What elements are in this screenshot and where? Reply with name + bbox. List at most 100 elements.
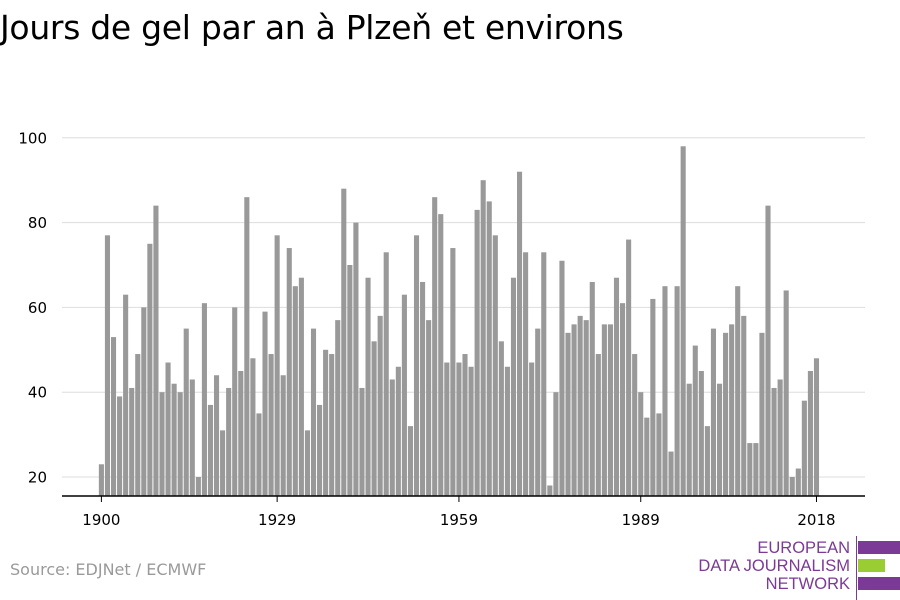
bar-1999	[698, 371, 704, 496]
bar-1914	[183, 328, 189, 496]
bar-1950	[401, 294, 407, 496]
x-tick-label: 1989	[622, 511, 660, 529]
edjnet-logo: EUROPEAN DATA JOURNALISM NETWORK	[680, 536, 900, 600]
bar-1979	[577, 315, 583, 496]
bar-1904	[123, 294, 129, 496]
bar-1968	[510, 277, 517, 496]
bar-1982	[595, 354, 601, 496]
bar-1955	[432, 197, 438, 496]
bar-1921	[226, 387, 232, 496]
bar-1933	[298, 277, 304, 496]
y-tick-label: 40	[28, 384, 47, 402]
logo-line-1: EUROPEAN	[757, 539, 850, 557]
logo-line-2: DATA JOURNALISM	[698, 557, 850, 575]
bar-1997	[686, 383, 692, 496]
bar-1963	[480, 180, 486, 496]
y-tick-label: 60	[28, 299, 47, 317]
bar-1988	[632, 354, 638, 496]
bar-1951	[407, 426, 414, 496]
bar-1946	[377, 315, 383, 496]
bar-1908	[147, 243, 153, 496]
bar-1964	[486, 201, 492, 496]
bar-1945	[371, 341, 377, 496]
bar-1920	[220, 430, 226, 496]
bar-1953	[420, 281, 426, 496]
x-tick-label: 2018	[797, 511, 835, 529]
logo-bar-middle	[858, 559, 885, 572]
bar-1901	[104, 235, 111, 496]
x-tick-label: 1900	[82, 511, 120, 529]
bar-2018	[813, 358, 820, 496]
bar-1905	[129, 387, 135, 496]
bar-1918	[207, 404, 214, 496]
source-note: Source: EDJNet / ECMWF	[10, 560, 207, 579]
bar-1972	[535, 328, 541, 496]
bar-2002	[716, 383, 723, 496]
bar-1936	[317, 404, 323, 496]
bar-1952	[413, 235, 420, 496]
bar-1994	[668, 451, 674, 496]
bar-1970	[523, 252, 529, 496]
bar-1969	[516, 171, 523, 496]
x-axis-ticks: 1900 1929 1959 1989 2018	[82, 496, 836, 529]
bar-1983	[601, 324, 607, 496]
bar-2015	[795, 468, 801, 496]
logo-bar-top	[858, 541, 900, 554]
bar-1989	[638, 392, 644, 496]
bar-1915	[189, 379, 195, 496]
bar-2004	[729, 324, 735, 496]
bar-1974	[547, 485, 553, 496]
bar-1962	[474, 209, 480, 496]
bar-1939	[335, 320, 341, 496]
x-tick-label: 1959	[440, 511, 478, 529]
bar-1922	[232, 307, 238, 496]
bar-1978	[571, 324, 577, 496]
bar-1923	[238, 371, 244, 496]
bar-1913	[177, 392, 183, 496]
bar-1903	[117, 396, 123, 496]
bar-1938	[329, 354, 335, 496]
bar-1981	[589, 281, 595, 496]
bar-1932	[292, 286, 298, 496]
bar-1980	[583, 320, 589, 496]
bar-1986	[620, 303, 626, 496]
bar-1912	[171, 383, 177, 496]
bar-1928	[268, 354, 274, 496]
y-tick-label: 20	[28, 469, 47, 487]
bar-1956	[438, 214, 444, 496]
bar-2013	[783, 290, 789, 496]
bar-2016	[801, 400, 807, 496]
bar-1954	[426, 320, 432, 496]
bar-2005	[735, 286, 741, 496]
logo-bar-bottom	[858, 577, 900, 590]
bar-1934	[304, 430, 310, 496]
y-axis-ticks: 20 40 60 80 100	[18, 129, 47, 486]
logo-divider	[856, 536, 857, 600]
bar-1949	[395, 366, 401, 496]
bar-1975	[553, 392, 559, 496]
bar-1957	[444, 362, 450, 496]
bar-1941	[347, 265, 353, 496]
y-tick-label: 100	[18, 129, 47, 147]
bar-1961	[468, 366, 474, 496]
bar-1966	[498, 341, 504, 496]
bar-1984	[607, 324, 613, 496]
bar-1976	[559, 260, 565, 496]
bar-1967	[504, 366, 510, 496]
bar-1925	[250, 358, 256, 496]
bar-1919	[213, 375, 220, 496]
bar-1900	[98, 464, 104, 496]
bar-2000	[704, 426, 710, 496]
bar-1931	[286, 248, 292, 496]
bar-1971	[529, 362, 535, 496]
bar-1935	[310, 328, 317, 496]
bar-1916	[195, 477, 201, 496]
bar-1993	[662, 286, 668, 496]
bar-1943	[359, 387, 365, 496]
bar-1930	[280, 375, 286, 496]
bar-1909	[153, 205, 159, 496]
bar-1959	[456, 362, 462, 496]
bar-1940	[341, 188, 347, 496]
bar-1991	[650, 298, 656, 496]
